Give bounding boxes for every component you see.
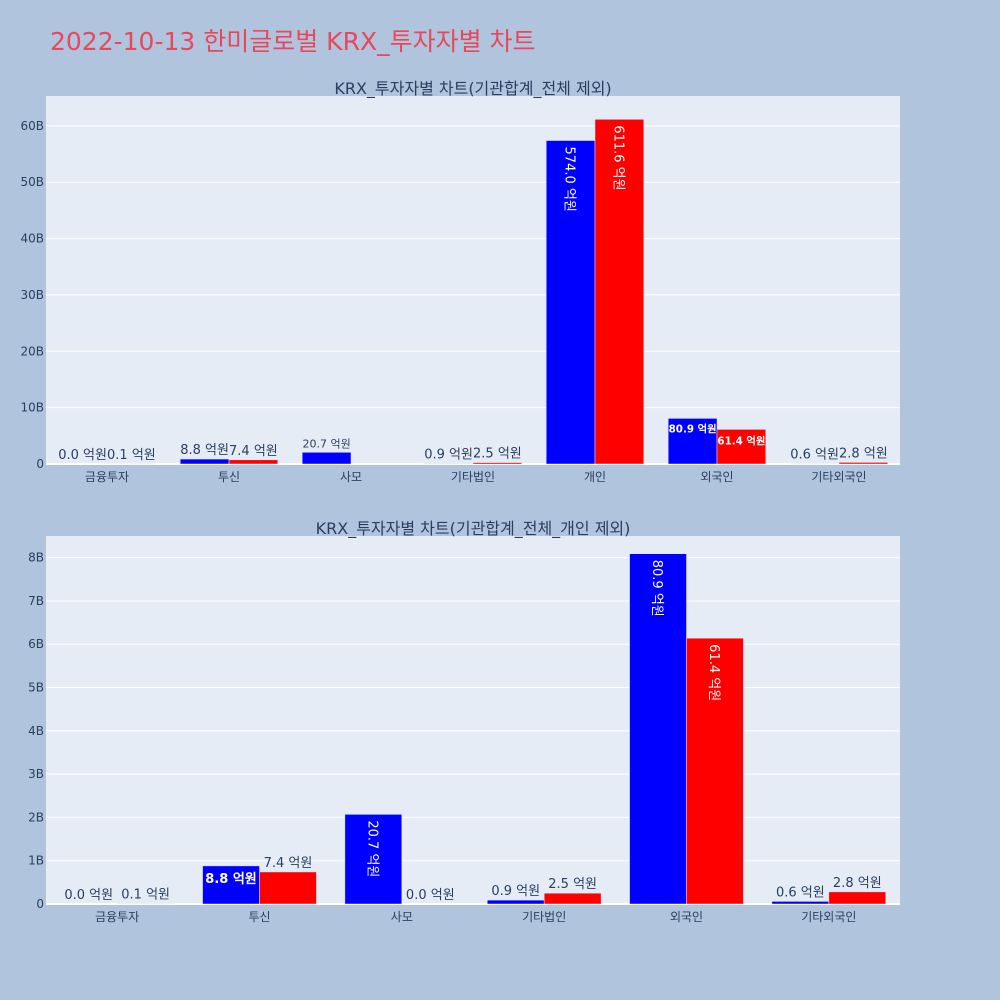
- data-label: 2.8 억원: [839, 446, 888, 461]
- y-tick-label: 50B: [20, 175, 44, 189]
- data-label: 80.9 억원: [669, 423, 717, 436]
- data-label: 574.0 억원: [562, 147, 577, 212]
- x-tick-label: 기타법인: [522, 910, 566, 924]
- data-label: 0.6 억원: [790, 448, 839, 463]
- bar: [545, 140, 596, 465]
- bar: [629, 553, 687, 905]
- chart-investor-excl-individual: KRX_투자자별 차트(기관합계_전체_개인 제외) 0 1B 2B 3B 4B 5B 6B 7…: [28, 519, 900, 924]
- data-label: 8.8 억원: [180, 443, 229, 458]
- data-label: 0.0 억원: [64, 888, 113, 903]
- y-tick-label: 8B: [28, 551, 44, 565]
- y-tick-label: 7B: [28, 594, 44, 608]
- x-tick-label: 개인: [584, 470, 606, 484]
- y-tick-label: 0: [36, 457, 44, 471]
- y-tick-label: 40B: [20, 232, 44, 246]
- page-title: 2022-10-13 한미글로벌 KRX_투자자별 차트: [50, 27, 536, 56]
- data-label: 61.4 억원: [706, 644, 721, 701]
- chart-investor-all: KRX_투자자별 차트(기관합계_전체 제외) 0 10B 20B 30B 40B 50B 6…: [20, 79, 900, 484]
- x-tick-label: 사모: [391, 910, 413, 924]
- x-tick-label: 기타외국인: [801, 910, 856, 924]
- plot-area: [46, 536, 900, 904]
- y-tick-label: 30B: [20, 288, 44, 302]
- bar: [344, 814, 403, 905]
- data-label: 0.0 억원: [58, 448, 107, 463]
- data-label: 0.1 억원: [121, 888, 170, 903]
- data-label: 8.8 억원: [205, 872, 256, 887]
- data-label: 0.9 억원: [491, 884, 540, 899]
- y-tick-label: 0: [36, 897, 44, 911]
- bar: [472, 462, 523, 465]
- bar: [423, 463, 474, 465]
- data-label: 80.9 억원: [649, 560, 664, 617]
- bar: [228, 459, 279, 465]
- chart-title: KRX_투자자별 차트(기관합계_전체 제외): [334, 79, 611, 99]
- bar: [202, 865, 260, 905]
- data-label: 61.4 억원: [717, 435, 765, 448]
- y-tick-label: 6B: [28, 637, 44, 651]
- x-tick-label: 외국인: [670, 910, 703, 924]
- data-label: 0.6 억원: [776, 885, 825, 900]
- y-tick-label: 5B: [28, 681, 44, 695]
- data-label: 2.5 억원: [473, 447, 522, 462]
- bar: [838, 462, 889, 465]
- data-label: 20.7 억원: [302, 437, 350, 450]
- bar: [179, 458, 230, 465]
- data-label: 20.7 억원: [364, 820, 379, 877]
- bar: [543, 892, 602, 905]
- bar: [686, 637, 744, 905]
- bar: [667, 418, 718, 465]
- y-tick-label: 60B: [20, 119, 44, 133]
- x-tick-label: 금융투자: [85, 470, 129, 484]
- data-label: 2.8 억원: [833, 876, 882, 891]
- data-label: 7.4 억원: [229, 444, 278, 459]
- bar: [301, 452, 352, 465]
- x-tick-label: 금융투자: [95, 910, 139, 924]
- chart-title: KRX_투자자별 차트(기관합계_전체_개인 제외): [316, 519, 631, 539]
- y-tick-label: 3B: [28, 767, 44, 781]
- x-tick-label: 기타외국인: [811, 470, 866, 484]
- x-tick-label: 투신: [248, 910, 270, 924]
- x-tick-label: 기타법인: [451, 470, 495, 484]
- data-label: 611.6 억원: [610, 125, 625, 190]
- y-tick-label: 2B: [28, 810, 44, 824]
- data-label: 7.4 억원: [264, 856, 313, 871]
- data-label: 0.9 억원: [424, 447, 473, 462]
- y-tick-label: 4B: [28, 724, 44, 738]
- bar: [716, 429, 767, 465]
- data-label: 2.5 억원: [548, 877, 597, 892]
- x-tick-label: 사모: [340, 470, 362, 484]
- bar: [486, 899, 545, 905]
- data-label: 0.0 억원: [406, 888, 455, 903]
- y-tick-label: 10B: [20, 401, 44, 415]
- bar: [259, 871, 317, 905]
- data-label: 0.1 억원: [107, 448, 156, 463]
- y-tick-label: 20B: [20, 344, 44, 358]
- x-tick-label: 외국인: [700, 470, 733, 484]
- bar: [594, 119, 645, 465]
- plot-area: [46, 96, 900, 464]
- y-tick-label: 1B: [28, 854, 44, 868]
- bar: [771, 901, 830, 905]
- x-tick-label: 투신: [218, 470, 240, 484]
- bar: [828, 891, 887, 905]
